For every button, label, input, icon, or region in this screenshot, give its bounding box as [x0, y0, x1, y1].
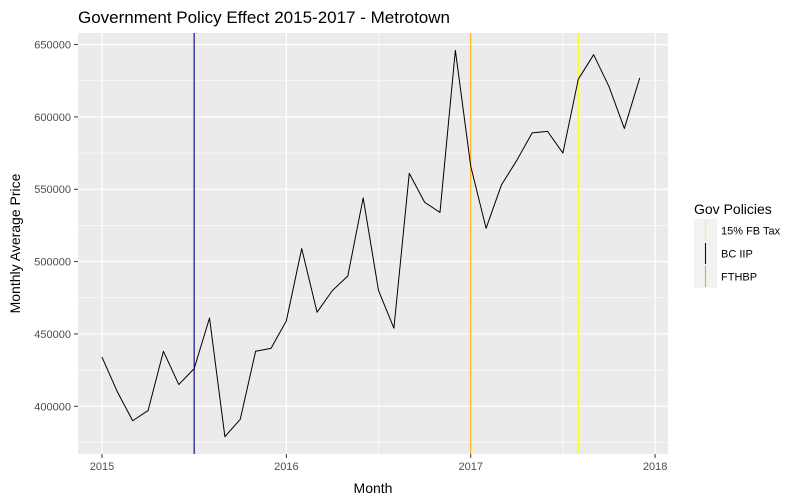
x-tick-label: 2018 [643, 461, 667, 473]
legend-label: FTHBP [721, 272, 757, 284]
y-tick-label: 650000 [34, 40, 71, 52]
x-tick-label: 2016 [274, 461, 298, 473]
x-axis-title: Month [354, 480, 393, 496]
y-axis-title: Monthly Average Price [7, 173, 23, 313]
y-tick-label: 600000 [34, 112, 71, 124]
plot-panel [78, 33, 668, 454]
legend-label: 15% FB Tax [721, 226, 781, 238]
x-tick-label: 2017 [458, 461, 482, 473]
x-tick-label: 2015 [90, 461, 114, 473]
legend-label: BC IIP [721, 249, 753, 261]
policy-lines [193, 33, 579, 454]
series-line [101, 49, 641, 438]
y-tick-label: 400000 [34, 401, 71, 413]
y-tick-label: 500000 [34, 257, 71, 269]
chart-title: Government Policy Effect 2015-2017 - Met… [78, 8, 450, 27]
grid-minor [78, 33, 668, 454]
y-axis: 400000 450000 500000 550000 600000 650000 [34, 40, 78, 413]
x-axis: 2015 2016 2017 2018 [90, 454, 667, 473]
legend-title: Gov Policies [694, 201, 772, 217]
series-layer [101, 49, 641, 438]
legend: Gov Policies 15% FB Tax BC IIP FTHBP [694, 201, 781, 288]
y-tick-label: 550000 [34, 184, 71, 196]
y-tick-label: 450000 [34, 329, 71, 341]
